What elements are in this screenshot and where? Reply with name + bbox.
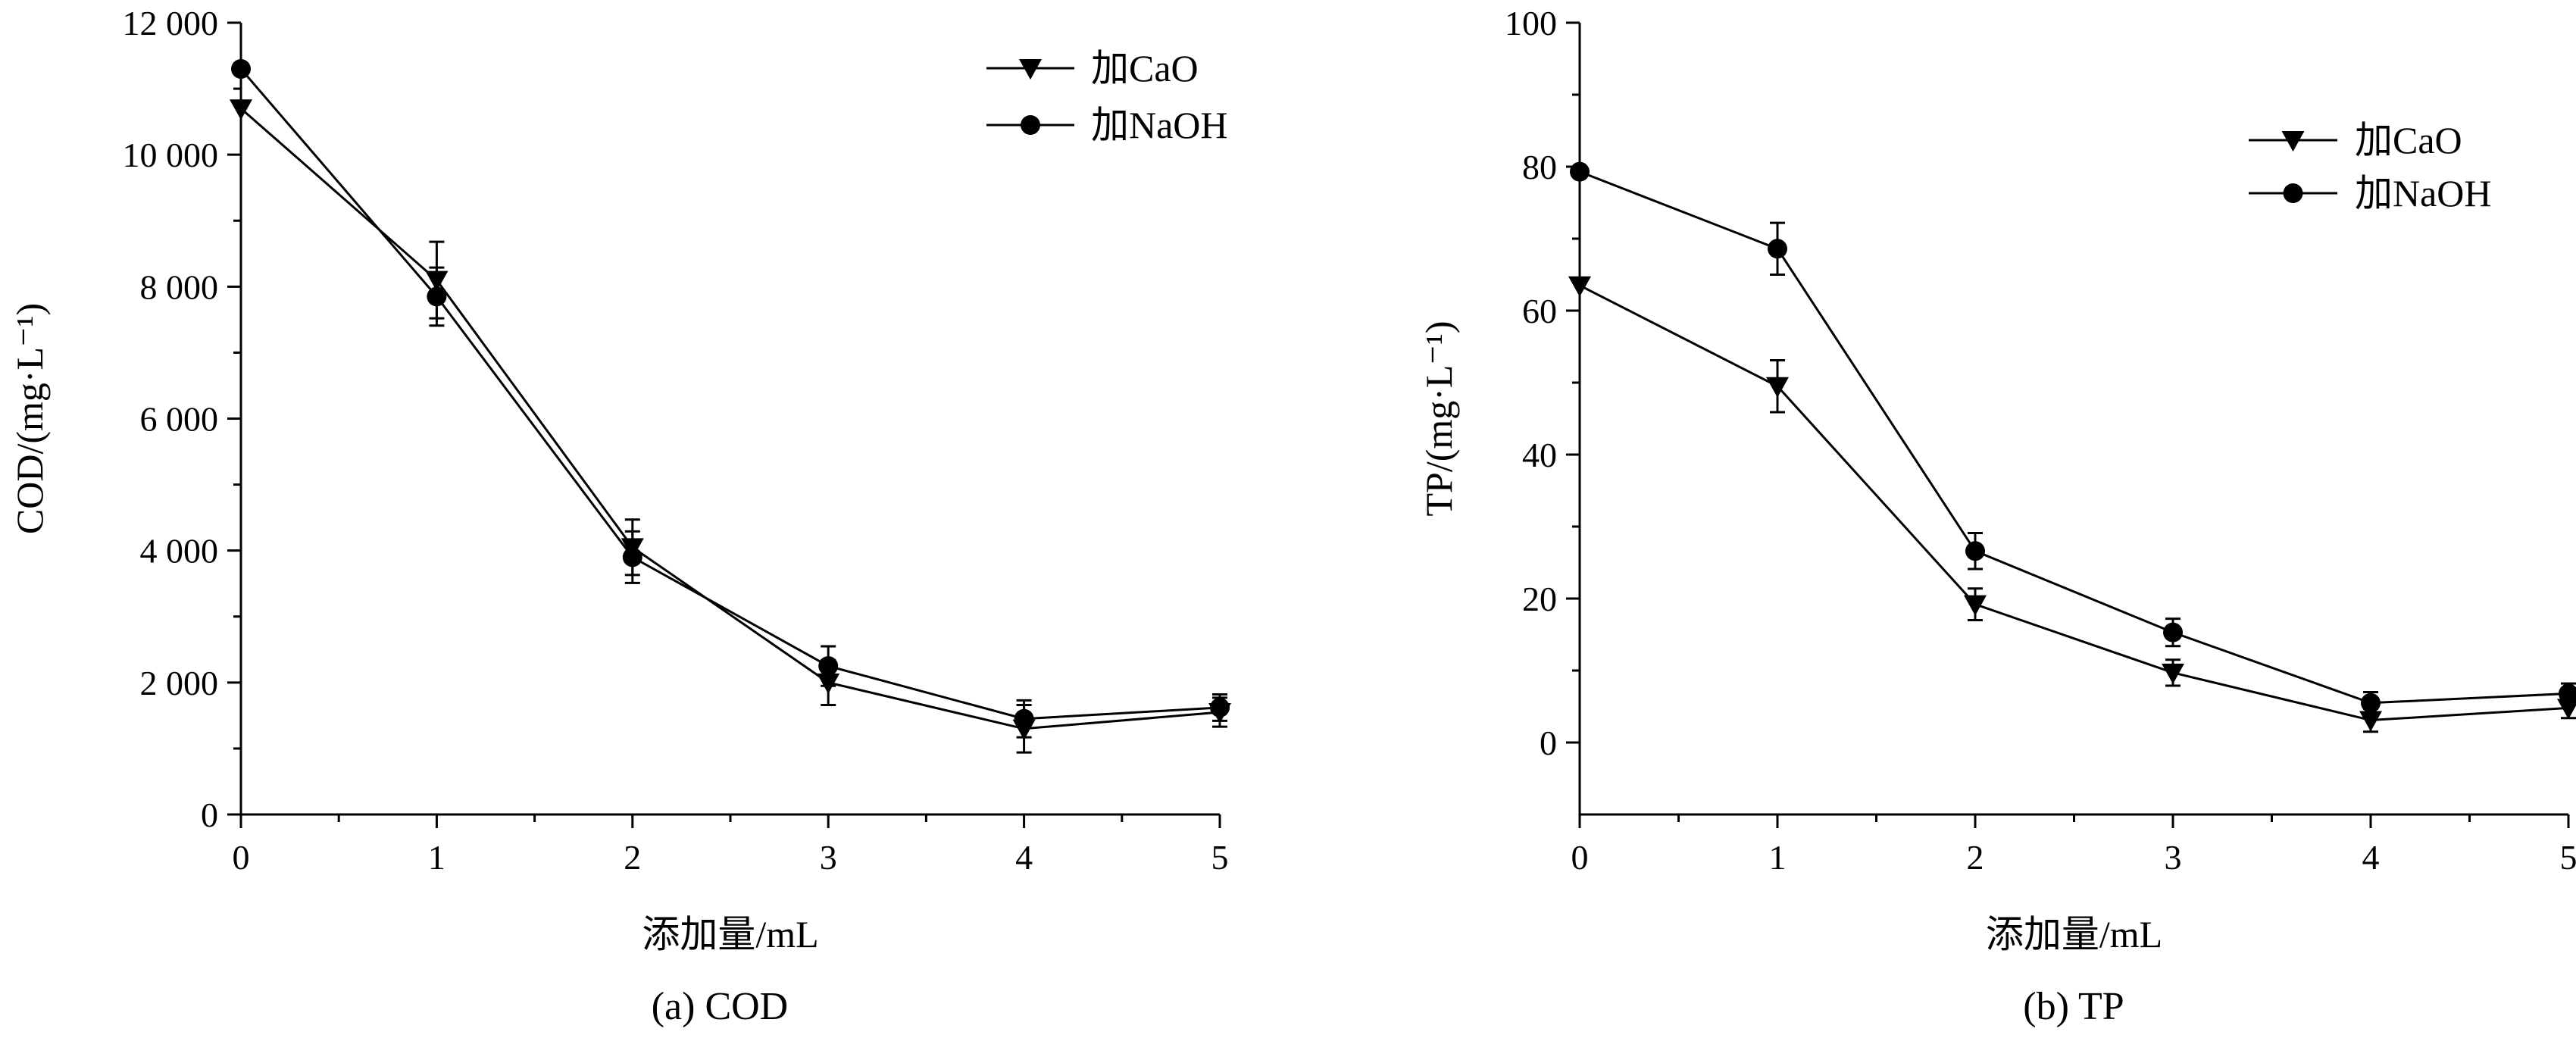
x-tick-label: 3	[2165, 838, 2182, 877]
legend-marker	[1019, 59, 1042, 80]
data-point	[2359, 711, 2382, 732]
chart-caption: (b) TP	[2023, 985, 2124, 1028]
y-tick-label: 0	[201, 796, 218, 834]
y-tick-label: 100	[1505, 4, 1557, 42]
y-tick-label: 60	[1522, 292, 1557, 330]
y-tick-label: 40	[1522, 436, 1557, 474]
series-cao	[230, 99, 1231, 754]
data-point	[1568, 276, 1591, 297]
chart-cod: 0 1 2 3 4 5 0 2 000 4 000 6 000 8 000 10 000 12 000 添…	[8, 4, 1231, 1028]
data-point	[1570, 161, 1590, 182]
data-point	[230, 99, 252, 120]
data-point	[2361, 693, 2381, 713]
data-point	[231, 58, 251, 79]
x-axis-title: 添加量/mL	[1986, 913, 2162, 955]
x-axis-title: 添加量/mL	[642, 913, 818, 955]
data-point	[1210, 697, 1230, 718]
series-line	[240, 108, 1221, 730]
y-axis-title: TP/(mg·L⁻¹)	[1418, 320, 1460, 516]
legend-label: 加NaOH	[1091, 104, 1228, 146]
chart-caption: (a) COD	[652, 985, 789, 1028]
y-tick-label: 80	[1522, 148, 1557, 186]
legend-marker	[2283, 183, 2303, 203]
series-naoh	[1570, 161, 2576, 715]
data-point	[1964, 595, 1987, 616]
x-tick-label: 2	[1967, 838, 1984, 877]
x-tick-label: 4	[1015, 838, 1033, 877]
series-line	[1579, 170, 2569, 705]
x-tick-label: 5	[2560, 838, 2576, 877]
data-point	[1965, 541, 1985, 561]
y-axis-title: COD/(mg·L⁻¹)	[8, 303, 51, 534]
y-tick-label: 6 000	[140, 400, 219, 439]
y-tick-label: 12 000	[123, 4, 219, 42]
y-tick-label: 0	[1540, 724, 1557, 762]
data-point	[2162, 663, 2184, 684]
series-line	[239, 67, 1221, 721]
series-cao	[1568, 276, 2576, 733]
legend: 加CaO 加NaOH	[986, 47, 1228, 146]
y-tick-label: 20	[1522, 580, 1557, 618]
data-point	[1766, 377, 1789, 398]
x-tick-label: 0	[1571, 838, 1589, 877]
x-tick-label: 0	[233, 838, 250, 877]
x-tick-label: 4	[2362, 838, 2380, 877]
x-tick-label: 1	[428, 838, 445, 877]
data-point	[818, 656, 839, 677]
series-naoh	[231, 58, 1230, 739]
legend-label: 加NaOH	[2355, 172, 2492, 214]
legend-marker	[1021, 115, 1040, 135]
chart-tp: 0 1 2 3 4 5 0 20 40 60 80 100 添加量/mL TP/(mg·L⁻¹) (b) T…	[1418, 4, 2576, 1028]
x-tick-label: 3	[820, 838, 837, 877]
data-point	[2559, 683, 2576, 704]
y-tick-label: 8 000	[140, 267, 219, 306]
data-point	[1768, 239, 1787, 259]
x-tick-label: 2	[624, 838, 641, 877]
legend-label: 加CaO	[1091, 47, 1199, 89]
series-line	[1579, 284, 2569, 722]
y-tick-label: 2 000	[140, 664, 219, 702]
legend-label: 加CaO	[2355, 119, 2462, 161]
x-tick-label: 5	[1211, 838, 1229, 877]
x-tick-label: 1	[1769, 838, 1787, 877]
data-point	[427, 286, 447, 307]
legend: 加CaO 加NaOH	[2249, 119, 2492, 214]
data-point	[2163, 622, 2183, 642]
data-point	[1014, 708, 1034, 729]
legend-marker	[2281, 131, 2305, 152]
data-point	[622, 547, 642, 567]
y-tick-label: 10 000	[123, 136, 219, 174]
y-tick-label: 4 000	[140, 532, 219, 571]
